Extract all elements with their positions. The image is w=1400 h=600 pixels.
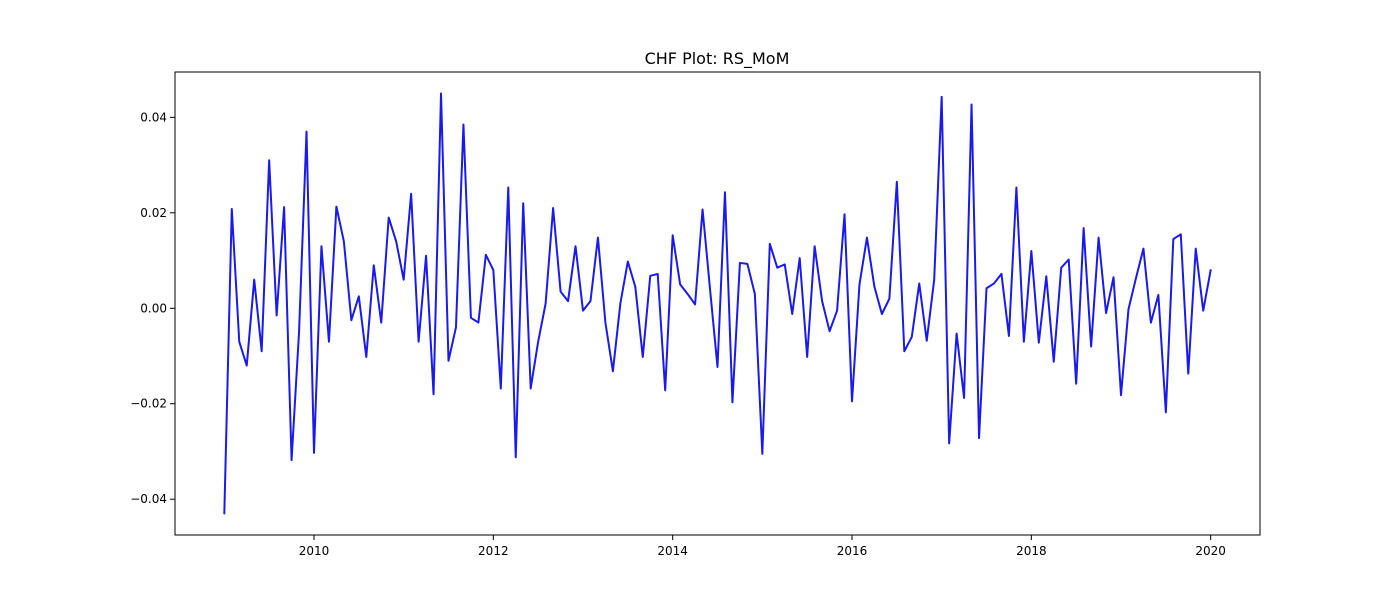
y-tick-label: −0.02	[130, 397, 167, 411]
x-tick-label: 2010	[299, 544, 330, 558]
axes-frame	[174, 71, 1261, 536]
plot-area	[223, 92, 1212, 515]
x-tick-label: 2020	[1195, 544, 1226, 558]
chart-title: CHF Plot: RS_MoM	[645, 49, 790, 69]
y-tick-label: −0.04	[130, 492, 167, 506]
series-line	[223, 92, 1212, 515]
x-tick-label: 2016	[837, 544, 868, 558]
y-tick-label: 0.02	[140, 206, 167, 220]
y-axis: −0.04 −0.02 0.00 0.02 0.04	[130, 110, 175, 506]
x-tick-label: 2014	[657, 544, 688, 558]
y-tick-label: 0.04	[140, 110, 167, 124]
x-tick-label: 2018	[1016, 544, 1047, 558]
x-tick-label: 2012	[478, 544, 509, 558]
y-tick-label: 0.00	[140, 301, 167, 315]
x-axis: 2010 2012 2014 2016 2018 2020	[299, 535, 1226, 558]
